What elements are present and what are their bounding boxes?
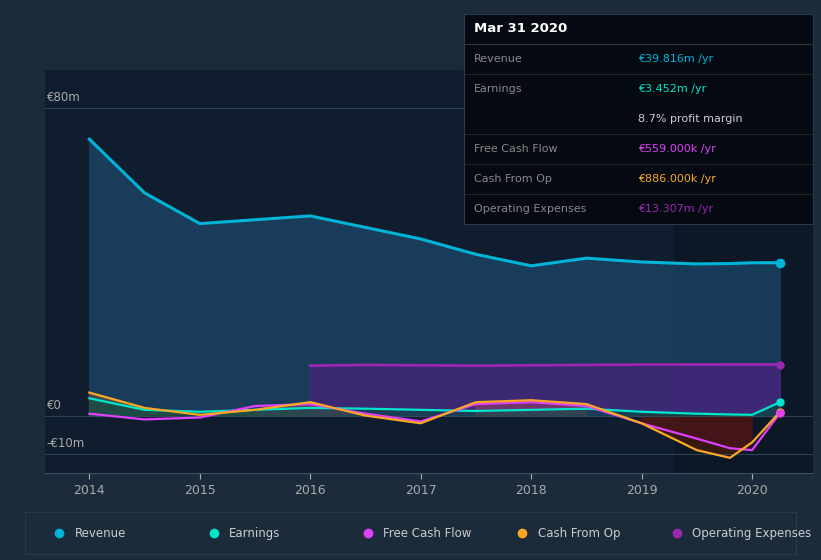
Text: Free Cash Flow: Free Cash Flow <box>383 527 472 540</box>
Text: Free Cash Flow: Free Cash Flow <box>475 144 558 154</box>
Text: €39.816m /yr: €39.816m /yr <box>639 54 713 64</box>
Text: Revenue: Revenue <box>475 54 523 64</box>
Text: -€10m: -€10m <box>47 437 85 450</box>
Text: €886.000k /yr: €886.000k /yr <box>639 174 716 184</box>
Text: Cash From Op: Cash From Op <box>538 527 621 540</box>
Text: Mar 31 2020: Mar 31 2020 <box>475 22 567 35</box>
Text: €13.307m /yr: €13.307m /yr <box>639 204 713 214</box>
Text: €80m: €80m <box>47 91 80 104</box>
Text: Earnings: Earnings <box>475 84 523 94</box>
Text: Operating Expenses: Operating Expenses <box>475 204 587 214</box>
Text: €0: €0 <box>47 399 62 412</box>
Text: 8.7% profit margin: 8.7% profit margin <box>639 114 743 124</box>
Text: Cash From Op: Cash From Op <box>475 174 553 184</box>
Bar <box>675 70 813 473</box>
Text: Revenue: Revenue <box>75 527 126 540</box>
Text: €559.000k /yr: €559.000k /yr <box>639 144 716 154</box>
Text: Operating Expenses: Operating Expenses <box>692 527 811 540</box>
Text: Earnings: Earnings <box>229 527 281 540</box>
Text: €3.452m /yr: €3.452m /yr <box>639 84 707 94</box>
